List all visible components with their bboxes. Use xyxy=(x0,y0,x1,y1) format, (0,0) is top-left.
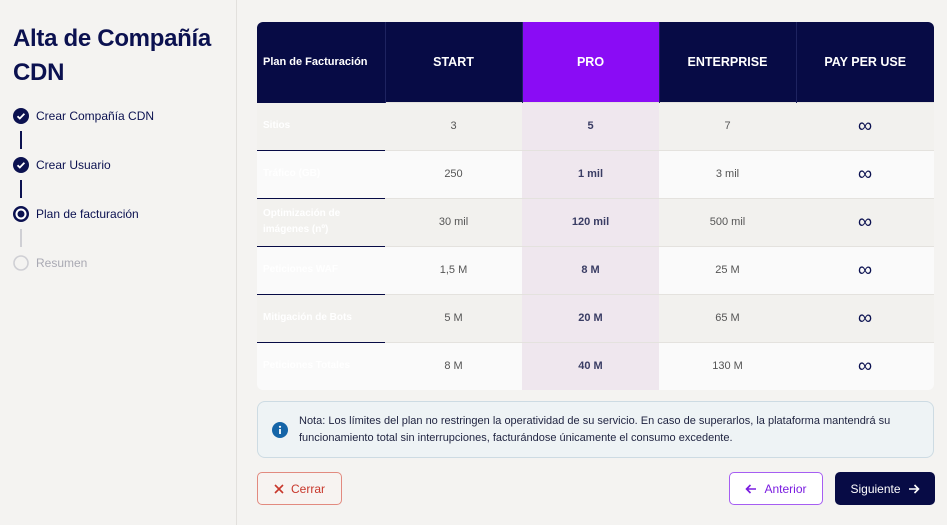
cell: 3 xyxy=(385,101,522,150)
row-label: Sitios xyxy=(257,101,385,150)
done-icon xyxy=(13,108,29,124)
cell: 1,5 M xyxy=(385,245,522,294)
header-row: Plan de Facturación START PRO ENTERPRISE PAY… xyxy=(257,22,934,102)
next-icon xyxy=(908,483,920,494)
connector xyxy=(20,180,22,198)
cell: ∞ xyxy=(796,341,934,390)
next-button[interactable]: Siguiente xyxy=(835,472,935,505)
info-note: Nota: Los límites del plan no restringen… xyxy=(257,401,934,458)
button-label: Cerrar xyxy=(290,481,325,496)
cell: ∞ xyxy=(796,245,934,294)
cell: 8 M xyxy=(522,245,659,294)
close-icon xyxy=(274,483,284,494)
plan-table: Plan de Facturación START PRO ENTERPRISE PAY… xyxy=(257,22,934,390)
info-icon xyxy=(272,422,288,438)
sidebar-title: Alta de Compañía CDN xyxy=(13,25,211,86)
current-icon xyxy=(13,206,29,222)
step-label: Crear Compañía CDN xyxy=(36,109,155,123)
cell: 5 xyxy=(522,101,659,150)
button-label: Anterior xyxy=(764,481,807,496)
cell: 7 xyxy=(659,101,796,150)
back-button[interactable]: Anterior xyxy=(729,472,823,505)
connector xyxy=(20,229,22,247)
cell: 30 mil xyxy=(385,197,522,246)
cell: 5 M xyxy=(385,293,522,342)
row-label: Peticiones WAF xyxy=(257,245,385,294)
header-cell: PRO xyxy=(521,22,659,102)
row-label: Tráfico (GB) xyxy=(257,149,385,198)
table-row: Peticiones Totales 8 M 40 M 130 M ∞ xyxy=(257,341,934,390)
note-text: Nota: Los límites del plan no restringen… xyxy=(299,415,891,444)
cell: 3 mil xyxy=(659,149,796,198)
cell: 120 mil xyxy=(522,197,659,246)
done-icon xyxy=(13,157,29,173)
header-cell: ENTERPRISE xyxy=(658,22,796,102)
back-icon xyxy=(745,483,757,494)
table-row: Mitigación de Bots 5 M 20 M 65 M ∞ xyxy=(257,293,934,342)
sidebar: Alta de Compañía CDN Crear Compañía CDN … xyxy=(0,0,237,525)
cell: 250 xyxy=(385,149,522,198)
cell: ∞ xyxy=(796,101,934,150)
cell: ∞ xyxy=(796,293,934,342)
row-label: Mitigación de Bots xyxy=(257,293,385,342)
step: Plan de facturación xyxy=(13,206,139,222)
connector xyxy=(20,131,22,149)
step: Crear Compañía CDN xyxy=(13,108,154,124)
button-label: Siguiente xyxy=(850,481,901,496)
table-body: Sitios 3 5 7 ∞ Tráfico (GB) 250 1 mil 3 mil ∞ Opti… xyxy=(257,101,934,390)
header-cell: Plan de Facturación xyxy=(257,22,385,102)
pending-icon xyxy=(13,255,29,271)
cell: 8 M xyxy=(385,341,522,390)
step: Crear Usuario xyxy=(13,157,111,173)
cell: ∞ xyxy=(796,149,934,198)
row-label: Peticiones Totales xyxy=(257,341,385,390)
cell: 65 M xyxy=(659,293,796,342)
close-button[interactable]: Cerrar xyxy=(257,472,342,505)
cell: 40 M xyxy=(522,341,659,390)
table-row: Tráfico (GB) 250 1 mil 3 mil ∞ xyxy=(257,149,934,198)
step-label: Crear Usuario xyxy=(36,158,111,172)
header-cell: PAY PER USE xyxy=(795,22,934,102)
cell: 1 mil xyxy=(522,149,659,198)
cell: ∞ xyxy=(796,197,934,246)
cell: 25 M xyxy=(659,245,796,294)
row-label: Optimización de imágenes (nº) xyxy=(257,197,385,246)
step-label: Plan de facturación xyxy=(36,207,139,221)
step-label: Resumen xyxy=(36,256,88,270)
cell: 130 M xyxy=(659,341,796,390)
table-row: Sitios 3 5 7 ∞ xyxy=(257,101,934,150)
header-cell: START xyxy=(384,22,522,102)
cell: 20 M xyxy=(522,293,659,342)
cell: 500 mil xyxy=(659,197,796,246)
step: Resumen xyxy=(13,255,87,271)
table-row: Optimización de imágenes (nº) 30 mil 120 m… xyxy=(257,197,934,246)
